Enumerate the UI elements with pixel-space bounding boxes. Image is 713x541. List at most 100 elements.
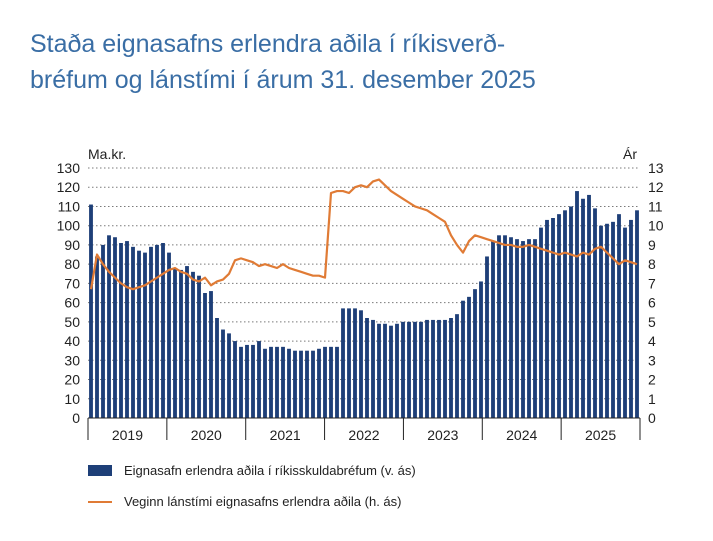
bar [329,346,333,418]
bar-series [89,191,639,418]
left-tick-label: 110 [58,198,81,214]
bar [389,325,393,418]
right-tick-label: 5 [648,314,656,330]
bar [383,323,387,418]
bar [425,319,429,418]
bar [203,293,207,418]
bar [293,350,297,418]
bar [167,252,171,418]
legend-line-swatch [88,500,112,503]
bar [581,198,585,418]
bar [371,319,375,418]
bar [191,271,195,418]
bar [365,318,369,418]
bar [473,289,477,418]
bar [503,235,507,418]
x-tick-label: 2024 [506,427,537,443]
bar [623,227,627,418]
left-axis-unit: Ma.kr. [88,146,126,162]
bar [407,321,411,418]
left-tick-label: 120 [57,179,81,195]
bar [287,348,291,418]
bar [227,333,231,418]
x-tick-label: 2019 [112,427,143,443]
bar [515,239,519,418]
bar [359,310,363,418]
bar [185,266,189,418]
bar [239,346,243,418]
right-tick-label: 1 [648,391,656,407]
bar [113,237,117,418]
bar [563,210,567,418]
bar [305,350,309,418]
bar [449,318,453,418]
bar [257,341,261,418]
legend-item-bars: Eignasafn erlendra aðila í ríkisskuldabr… [88,463,416,478]
right-tick-label: 0 [648,410,656,426]
bar [101,244,105,418]
bar [413,321,417,418]
bar [263,348,267,418]
chart-title: Staða eignasafns erlendra aðila í ríkisv… [30,26,700,98]
right-tick-label: 7 [648,275,656,291]
bar [611,221,615,418]
bar [95,256,99,418]
bar [131,246,135,418]
bar [269,346,273,418]
bar [323,346,327,418]
bar [299,350,303,418]
bar [215,318,219,418]
bar [125,241,129,418]
line-path [89,178,638,291]
bar [557,214,561,418]
right-tick-label: 3 [648,352,656,368]
left-tick-label: 10 [64,391,80,407]
bar [149,246,153,418]
left-tick-label: 30 [64,352,80,368]
right-axis-unit: Ár [623,146,637,162]
bar [431,319,435,418]
bar [179,269,183,418]
bar [395,323,399,418]
left-tick-label: 90 [64,237,80,253]
bar [635,210,639,418]
bar [197,275,201,418]
bar [455,314,459,418]
bar [317,348,321,418]
bar [617,214,621,418]
legend-bar-swatch [88,465,112,476]
bar [491,241,495,418]
x-tick-label: 2025 [585,427,616,443]
left-tick-label: 70 [64,275,80,291]
bar [89,204,93,418]
axes: 0102030405060708090100110120130012345678… [57,160,664,443]
line-series [89,178,638,291]
bar [545,219,549,418]
right-tick-label: 10 [648,218,664,234]
bar [143,252,147,418]
bar [599,225,603,418]
left-tick-label: 80 [64,256,80,272]
bar [419,321,423,418]
bar [443,319,447,418]
bar [233,341,237,418]
legend-item-line: Veginn lánstími eignasafns erlendra aðil… [88,494,402,509]
right-tick-label: 2 [648,372,656,388]
bar [575,191,579,418]
bar [275,346,279,418]
legend-bar-label: Eignasafn erlendra aðila í ríkisskuldabr… [124,463,416,478]
bar [245,344,249,418]
bar [605,223,609,418]
bar [155,244,159,418]
bar [341,308,345,418]
x-tick-label: 2022 [348,427,379,443]
bar [119,243,123,418]
bar [521,241,525,418]
left-tick-label: 0 [72,410,80,426]
bar [377,323,381,418]
right-tick-label: 8 [648,256,656,272]
bar [587,194,591,418]
bar [461,300,465,418]
legend-line-label: Veginn lánstími eignasafns erlendra aðil… [124,494,402,509]
